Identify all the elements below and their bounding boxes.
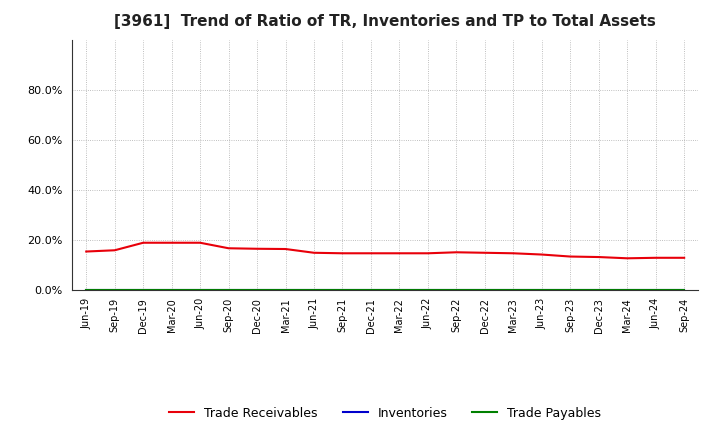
- Trade Payables: [282, 287, 290, 293]
- Trade Payables: [253, 287, 261, 293]
- Trade Receivables: [310, 250, 318, 255]
- Trade Receivables: [423, 251, 432, 256]
- Trade Payables: [566, 287, 575, 293]
- Line: Trade Receivables: Trade Receivables: [86, 243, 684, 258]
- Trade Payables: [225, 287, 233, 293]
- Inventories: [167, 287, 176, 293]
- Trade Receivables: [253, 246, 261, 251]
- Inventories: [366, 287, 375, 293]
- Trade Receivables: [680, 255, 688, 260]
- Inventories: [423, 287, 432, 293]
- Inventories: [509, 287, 518, 293]
- Inventories: [253, 287, 261, 293]
- Trade Payables: [139, 287, 148, 293]
- Trade Receivables: [480, 250, 489, 255]
- Inventories: [623, 287, 631, 293]
- Trade Receivables: [623, 256, 631, 261]
- Trade Payables: [110, 287, 119, 293]
- Inventories: [652, 287, 660, 293]
- Inventories: [537, 287, 546, 293]
- Trade Payables: [395, 287, 404, 293]
- Trade Payables: [680, 287, 688, 293]
- Trade Payables: [509, 287, 518, 293]
- Inventories: [139, 287, 148, 293]
- Trade Receivables: [110, 248, 119, 253]
- Trade Receivables: [338, 251, 347, 256]
- Inventories: [110, 287, 119, 293]
- Trade Receivables: [537, 252, 546, 257]
- Trade Receivables: [167, 240, 176, 246]
- Inventories: [680, 287, 688, 293]
- Inventories: [452, 287, 461, 293]
- Trade Payables: [366, 287, 375, 293]
- Trade Receivables: [566, 254, 575, 259]
- Trade Payables: [423, 287, 432, 293]
- Trade Receivables: [395, 251, 404, 256]
- Inventories: [225, 287, 233, 293]
- Trade Receivables: [366, 251, 375, 256]
- Trade Receivables: [282, 246, 290, 252]
- Trade Payables: [595, 287, 603, 293]
- Inventories: [395, 287, 404, 293]
- Inventories: [196, 287, 204, 293]
- Inventories: [282, 287, 290, 293]
- Inventories: [82, 287, 91, 293]
- Trade Receivables: [509, 251, 518, 256]
- Trade Payables: [452, 287, 461, 293]
- Trade Payables: [196, 287, 204, 293]
- Trade Payables: [652, 287, 660, 293]
- Legend: Trade Receivables, Inventories, Trade Payables: Trade Receivables, Inventories, Trade Pa…: [164, 402, 606, 425]
- Inventories: [338, 287, 347, 293]
- Trade Payables: [310, 287, 318, 293]
- Trade Payables: [338, 287, 347, 293]
- Trade Receivables: [595, 254, 603, 260]
- Trade Payables: [537, 287, 546, 293]
- Trade Payables: [167, 287, 176, 293]
- Inventories: [595, 287, 603, 293]
- Inventories: [566, 287, 575, 293]
- Trade Receivables: [82, 249, 91, 254]
- Inventories: [480, 287, 489, 293]
- Trade Payables: [82, 287, 91, 293]
- Trade Payables: [480, 287, 489, 293]
- Trade Payables: [623, 287, 631, 293]
- Trade Receivables: [196, 240, 204, 246]
- Trade Receivables: [652, 255, 660, 260]
- Trade Receivables: [452, 249, 461, 255]
- Title: [3961]  Trend of Ratio of TR, Inventories and TP to Total Assets: [3961] Trend of Ratio of TR, Inventories…: [114, 14, 656, 29]
- Trade Receivables: [225, 246, 233, 251]
- Inventories: [310, 287, 318, 293]
- Trade Receivables: [139, 240, 148, 246]
